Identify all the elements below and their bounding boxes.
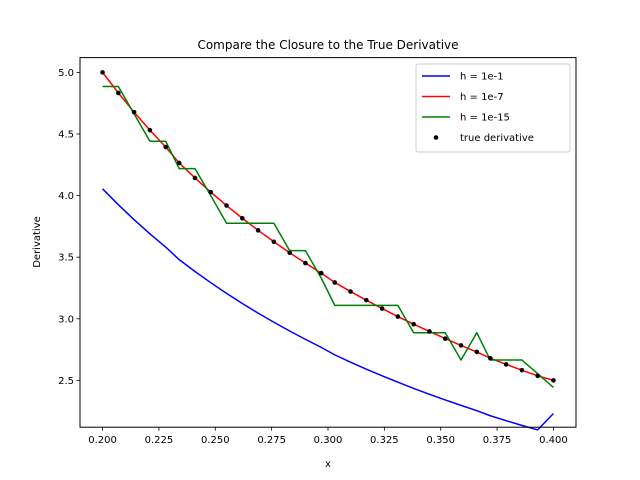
y-tick-label: 3.0	[58, 314, 74, 325]
data-point	[192, 175, 198, 181]
data-point	[519, 367, 525, 373]
data-point	[224, 203, 229, 208]
data-point	[116, 90, 121, 96]
y-tick-label: 5.0	[58, 68, 74, 79]
legend-label: h = 1e-1	[460, 72, 504, 83]
x-tick-label: 0.375	[483, 435, 512, 446]
data-point	[271, 239, 277, 245]
data-point	[411, 321, 416, 327]
chart-title: Compare the Closure to the True Derivati…	[197, 38, 458, 52]
data-point	[364, 297, 369, 303]
x-tick-label: 0.250	[201, 435, 230, 446]
y-tick-label: 4.0	[58, 191, 74, 202]
x-axis-label: x	[325, 459, 331, 470]
x-tick-label: 0.325	[370, 435, 399, 446]
legend-box	[415, 63, 571, 153]
data-point	[458, 343, 464, 348]
data-point	[100, 70, 105, 75]
legend-swatch-marker	[433, 135, 439, 140]
data-point	[503, 362, 509, 367]
x-tick-label: 0.275	[257, 435, 286, 446]
data-point	[208, 189, 214, 195]
data-point	[318, 270, 324, 276]
data-point	[488, 355, 493, 361]
data-point	[287, 250, 292, 256]
data-point	[332, 280, 338, 285]
data-point	[474, 349, 480, 355]
data-point	[348, 289, 353, 294]
y-tick-label: 3.5	[58, 253, 74, 264]
data-point	[240, 215, 245, 221]
data-point	[379, 306, 385, 311]
x-tick-label: 0.300	[314, 435, 343, 446]
data-point	[163, 144, 168, 150]
series-layer	[100, 70, 556, 431]
series-line-2	[102, 85, 554, 388]
x-tick-label: 0.350	[426, 435, 455, 446]
axes-layer: 0.200 0.225 0.250 0.275 0.300 0.325 0.350 0.375…	[58, 68, 568, 446]
y-axis-label: Derivative	[32, 216, 43, 268]
legend-label: h = 1e-15	[460, 113, 510, 124]
x-tick-label: 0.400	[539, 435, 568, 446]
legend: h = 1e-1 h = 1e-7 h = 1e-15 true derivative	[415, 63, 571, 153]
data-point	[255, 228, 261, 233]
legend-label: h = 1e-7	[460, 92, 504, 103]
series-line-1	[101, 71, 554, 382]
series-line-0	[102, 188, 554, 431]
legend-label: true derivative	[460, 133, 534, 144]
data-point	[427, 329, 432, 334]
x-tick-label: 0.200	[88, 435, 117, 446]
data-point	[131, 109, 137, 115]
y-tick-label: 2.5	[58, 376, 74, 387]
data-point	[551, 378, 556, 383]
plot-frame	[79, 57, 577, 428]
data-point	[535, 373, 540, 379]
data-point	[442, 336, 448, 341]
data-point	[395, 314, 401, 319]
y-tick-label: 4.5	[58, 129, 74, 140]
x-tick-label: 0.225	[145, 435, 174, 446]
data-point	[176, 160, 182, 166]
data-point	[303, 260, 308, 266]
data-point	[147, 127, 153, 133]
